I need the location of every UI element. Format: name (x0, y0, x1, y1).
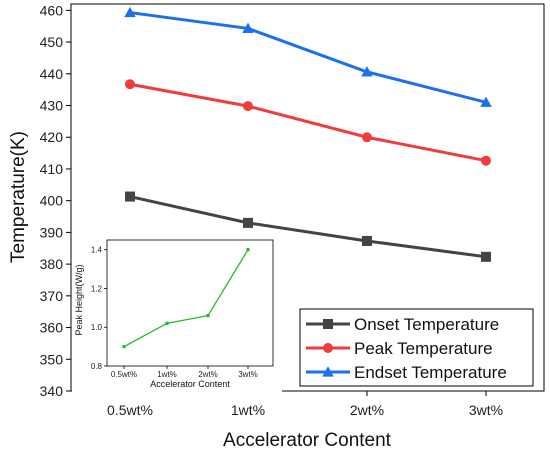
legend-label: Onset Temperature (354, 315, 499, 334)
series-line-1 (129, 82, 487, 163)
inset-series-point (122, 345, 126, 349)
inset-y-tick-label: 1.0 (91, 323, 103, 332)
series-2-point (361, 66, 373, 77)
series-1-point (362, 132, 372, 143)
series-line-0 (129, 195, 487, 259)
inset-y-tick-label: 1.2 (91, 284, 103, 293)
main-y-tick-label: 340 (40, 383, 64, 399)
series-0-point (125, 191, 135, 202)
inset-series (122, 248, 250, 349)
inset-chart: Accelerator Content Peak Height(W/g) 0.8… (72, 234, 282, 396)
inset-x-axis-title: Accelerator Content (150, 379, 230, 389)
series-2-point (124, 6, 136, 18)
inset-x-tick-label: 0.5wt% (111, 370, 137, 379)
inset-x-tick-label: 1wt% (157, 370, 177, 379)
series-0-point (362, 235, 372, 246)
main-y-tick-label: 420 (40, 129, 64, 145)
legend-label: Endset Temperature (354, 363, 507, 382)
legend-swatch-marker (323, 319, 333, 329)
main-y-tick-label: 360 (40, 320, 64, 336)
legend: Onset Temperature Peak Temperature Endset … (299, 308, 534, 387)
main-y-tick-label: 400 (40, 193, 64, 209)
series-line-2 (129, 11, 487, 104)
main-x-tick-label: 3wt% (469, 402, 503, 418)
main-x-axis-title: Accelerator Content (223, 430, 392, 451)
series-0-point (243, 217, 253, 228)
main-y-tick-label: 440 (40, 66, 64, 82)
main-x-tick-label: 2wt% (350, 402, 384, 418)
main-x-ticks: 0.5wt% 1wt% 2wt% 3wt% (107, 391, 503, 418)
main-y-ticks: 340 350 360 370 380 390 400 410 420 430 440 450 460 (40, 2, 71, 399)
inset-series-point (206, 314, 210, 318)
inset-x-tick-label: 3wt% (238, 370, 258, 379)
series-1-point (481, 155, 491, 166)
legend-swatch-marker (323, 343, 333, 353)
series-0-point (481, 251, 491, 262)
main-y-tick-label: 460 (40, 2, 64, 18)
main-x-tick-label: 1wt% (231, 402, 265, 418)
series-2-point (242, 22, 254, 34)
main-y-tick-label: 410 (40, 161, 64, 177)
inset-y-tick-label: 0.8 (91, 362, 103, 371)
series-1-point (243, 101, 253, 112)
legend-swatch-marker (322, 366, 334, 377)
series-1-point (125, 79, 135, 90)
inset-y-axis-title: Peak Height(W/g) (74, 264, 84, 335)
main-y-tick-label: 350 (40, 351, 64, 367)
inset-x-tick-label: 2wt% (198, 370, 218, 379)
inset-series-point (165, 321, 169, 325)
main-series (124, 6, 492, 262)
inset-x-ticks: 0.5wt% 1wt% 2wt% 3wt% (111, 366, 258, 379)
inset-y-ticks: 0.8 1.0 1.2 1.4 (91, 246, 107, 371)
inset-series-point (246, 248, 250, 252)
main-x-tick-label: 0.5wt% (107, 402, 153, 418)
legend-label: Peak Temperature (354, 339, 493, 358)
main-y-axis-title: Temperature(K) (8, 131, 29, 263)
main-plot-frame (70, 3, 545, 392)
main-y-tick-label: 370 (40, 288, 64, 304)
series-2-point (480, 96, 492, 107)
main-y-tick-label: 380 (40, 256, 64, 272)
inset-plot-frame (106, 239, 274, 367)
main-y-tick-label: 450 (40, 34, 64, 50)
main-y-tick-label: 390 (40, 224, 64, 240)
inset-series-line (123, 249, 249, 348)
inset-y-tick-label: 1.4 (91, 246, 103, 255)
main-y-tick-label: 430 (40, 98, 64, 114)
